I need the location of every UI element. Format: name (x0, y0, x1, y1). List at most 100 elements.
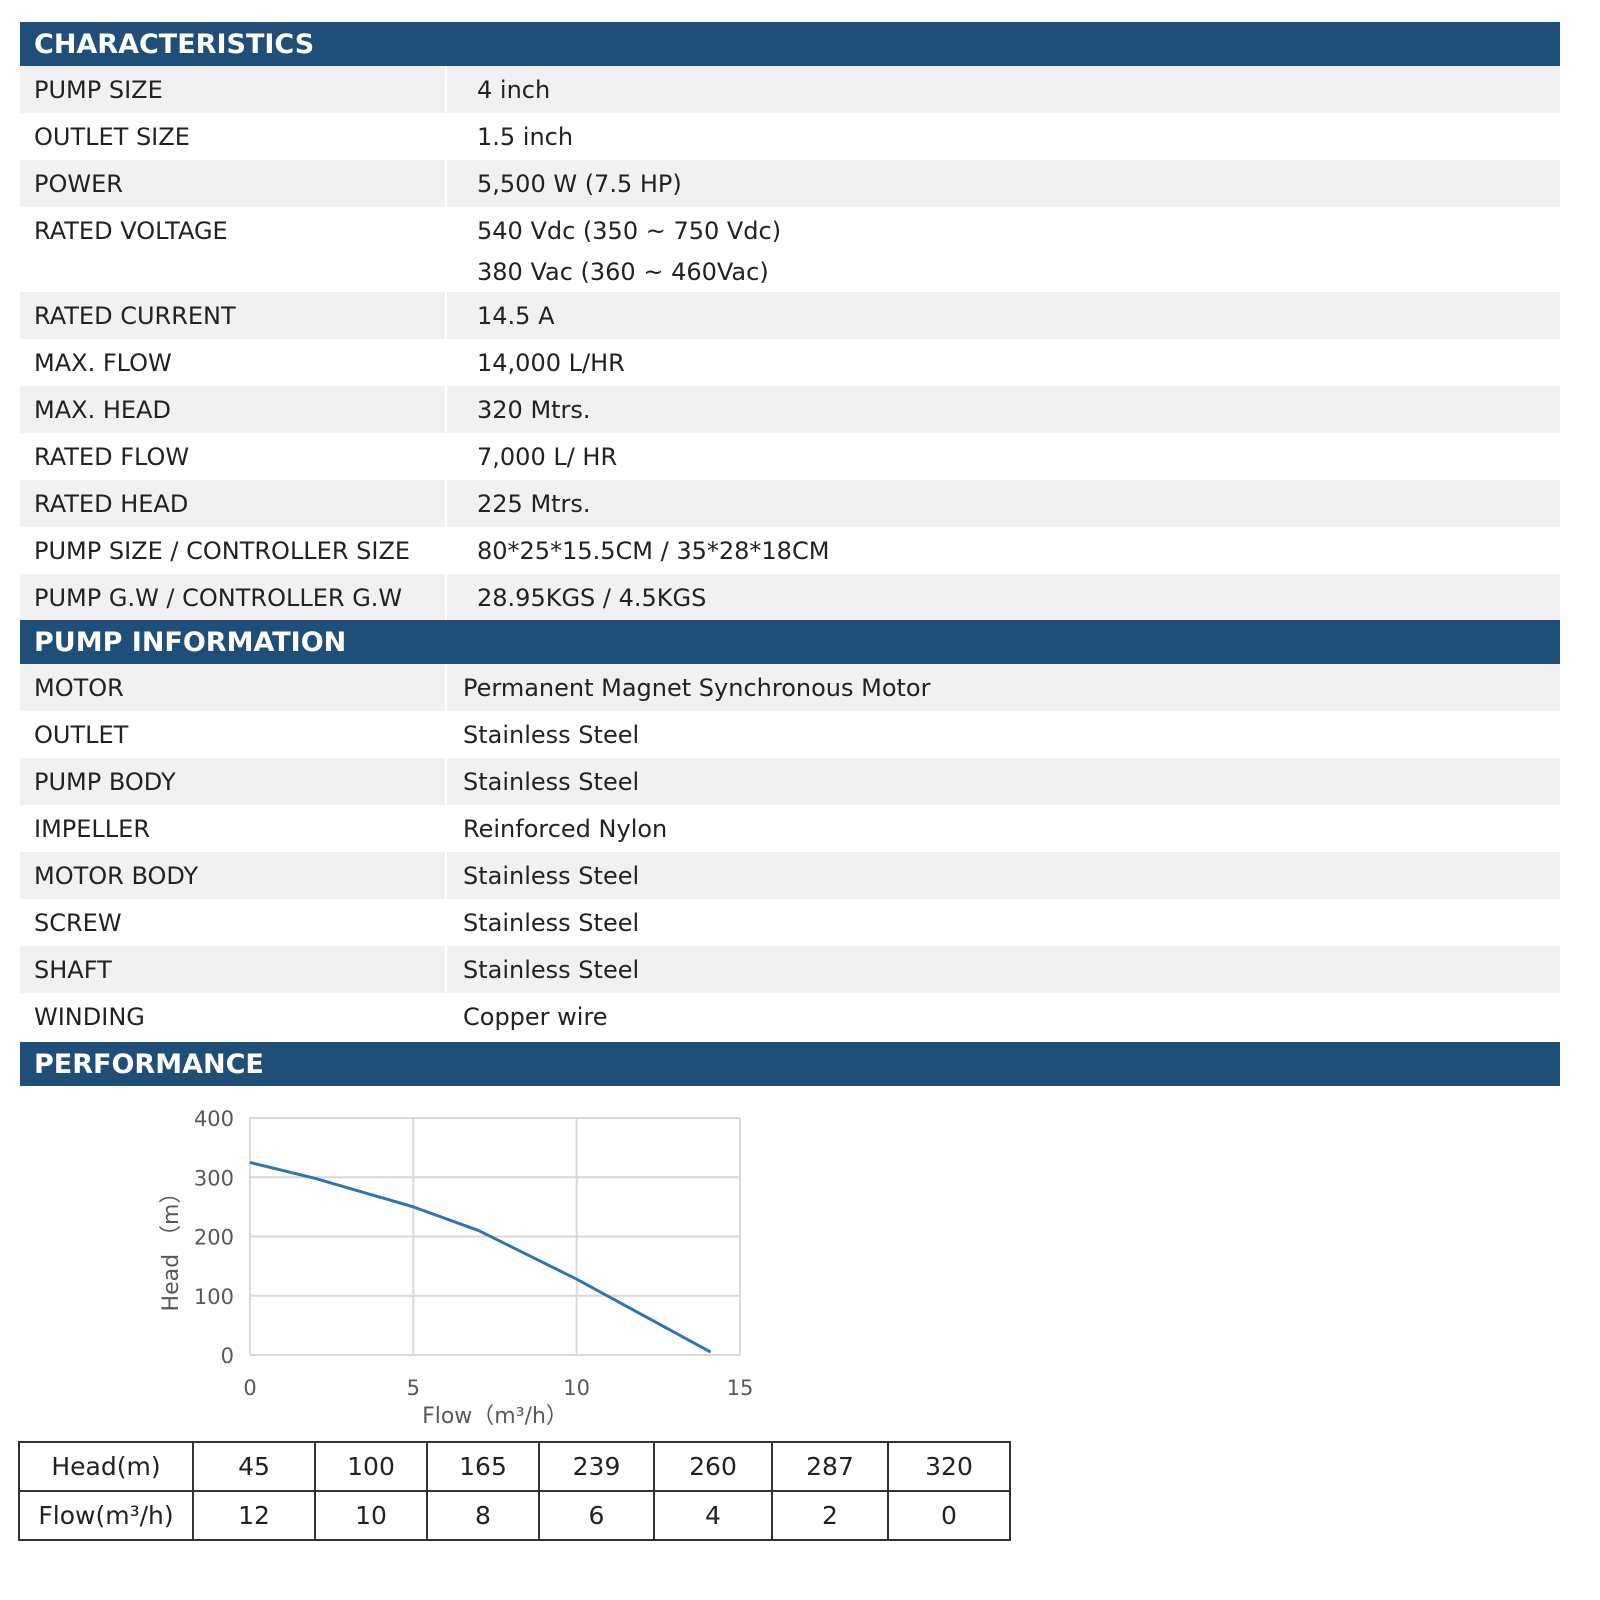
row-value: Stainless Steel (447, 946, 1560, 993)
row-label: OUTLET (20, 711, 447, 758)
value-text: Permanent Magnet Synchronous Motor (463, 674, 931, 702)
row-label: RATED FLOW (20, 433, 447, 480)
row-label: RATED HEAD (20, 480, 447, 527)
performance-header: PERFORMANCE (20, 1042, 1560, 1086)
row-label: PUMP SIZE / CONTROLLER SIZE (20, 527, 447, 574)
row-label: RATED CURRENT (20, 292, 447, 339)
value-text: 4 inch (477, 76, 551, 104)
row-value: 80*25*15.5CM / 35*28*18CM (447, 521, 1560, 574)
head-cell: 100 (314, 1441, 428, 1492)
flow-cell: 2 (771, 1490, 889, 1541)
value-text: Stainless Steel (463, 909, 640, 937)
table-row: POWER 5,500 W (7.5 HP) (20, 160, 1560, 207)
table-row: WINDING Copper wire (20, 993, 1560, 1042)
table-row: MOTOR BODY Stainless Steel (20, 852, 1560, 899)
table-row: PUMP SIZE / CONTROLLER SIZE 80*25*15.5CM … (20, 527, 1560, 574)
table-row: OUTLET Stainless Steel (20, 711, 1560, 758)
table-row: MAX. HEAD 320 Mtrs. (20, 386, 1560, 433)
head-cell: 287 (771, 1441, 889, 1492)
table-row: SCREW Stainless Steel (20, 899, 1560, 946)
value-text: 14,000 L/HR (477, 349, 625, 377)
table-row: RATED CURRENT 14.5 A (20, 292, 1560, 339)
row-value: Permanent Magnet Synchronous Motor (447, 664, 1560, 711)
row-value: Stainless Steel (447, 899, 1560, 946)
row-label: PUMP G.W / CONTROLLER G.W (20, 574, 447, 620)
value-text: Stainless Steel (463, 721, 640, 749)
table-row-head: Head(m) 45 100 165 239 260 287 320 (18, 1441, 1011, 1492)
table-row: SHAFT Stainless Steel (20, 946, 1560, 993)
value-text: 320 Mtrs. (477, 396, 591, 424)
table-row: RATED HEAD 225 Mtrs. (20, 480, 1560, 527)
head-cell: 260 (653, 1441, 773, 1492)
table-row-flow: Flow(m³/h) 12 10 8 6 4 2 0 (18, 1490, 1011, 1541)
y-tick-label: 100 (194, 1285, 234, 1309)
x-tick-label: 0 (243, 1376, 256, 1400)
row-value: 1.5 inch (447, 107, 1560, 160)
row-label: WINDING (20, 993, 447, 1042)
table-row: OUTLET SIZE 1.5 inch (20, 113, 1560, 160)
row-label: MAX. HEAD (20, 386, 447, 433)
row-value: Stainless Steel (447, 852, 1560, 899)
value-text: 28.95KGS / 4.5KGS (477, 584, 707, 612)
series-line-head (249, 1160, 712, 1354)
row-label: SHAFT (20, 946, 447, 993)
section-title: PUMP INFORMATION (34, 626, 347, 658)
y-tick-label: 400 (194, 1107, 234, 1131)
section-title: PERFORMANCE (34, 1048, 264, 1080)
table-row: IMPELLER Reinforced Nylon (20, 805, 1560, 852)
performance-chart: 0 100 200 300 400 0 5 10 15 Flow（m³/h） Head （m） (159, 1107, 754, 1429)
value-text: 80*25*15.5CM / 35*28*18CM (477, 537, 830, 565)
row-label: MOTOR (20, 664, 447, 711)
flow-cell: 4 (653, 1490, 773, 1541)
row-value: 14,000 L/HR (447, 333, 1560, 386)
flow-cell: 8 (426, 1490, 540, 1541)
x-axis-label: Flow（m³/h） (422, 1404, 568, 1429)
value-text: 1.5 inch (477, 123, 574, 151)
value-text: 14.5 A (477, 302, 555, 330)
flow-cell: 6 (538, 1490, 655, 1541)
characteristics-header: CHARACTERISTICS (20, 22, 1560, 66)
row-label: IMPELLER (20, 805, 447, 852)
row-label: OUTLET SIZE (20, 113, 447, 160)
x-tick-label: 5 (407, 1376, 420, 1400)
value-text: 225 Mtrs. (477, 490, 591, 518)
flow-cell: 10 (314, 1490, 428, 1541)
value-text: 7,000 L/ HR (477, 443, 618, 471)
row-value: 320 Mtrs. (447, 380, 1560, 433)
y-tick-label: 0 (221, 1344, 234, 1368)
row-value: Stainless Steel (447, 758, 1560, 805)
value-text: 5,500 W (7.5 HP) (477, 170, 682, 198)
row-label: RATED VOLTAGE (20, 207, 447, 292)
table-row: RATED VOLTAGE 540 Vdc (350 ~ 750 Vdc) 380 … (20, 207, 1560, 292)
row-value: 14.5 A (447, 286, 1560, 339)
x-tick-label: 10 (563, 1376, 590, 1400)
row-value: 225 Mtrs. (447, 474, 1560, 527)
y-axis-label: Head （m） (159, 1182, 184, 1312)
table-row: PUMP G.W / CONTROLLER G.W 28.95KGS / 4.5K… (20, 574, 1560, 620)
section-title: CHARACTERISTICS (34, 28, 315, 60)
head-cell: 239 (538, 1441, 655, 1492)
row-value: 28.95KGS / 4.5KGS (447, 568, 1560, 620)
value-text: Copper wire (463, 1003, 608, 1031)
value-text: Stainless Steel (463, 956, 640, 984)
head-cell: 165 (426, 1441, 540, 1492)
x-tick-label: 15 (727, 1376, 754, 1400)
row-value: 540 Vdc (350 ~ 750 Vdc) 380 Vac (360 ~ 46… (447, 201, 1560, 292)
row-value: Stainless Steel (447, 711, 1560, 758)
head-cell: 320 (887, 1441, 1011, 1492)
value-text: Stainless Steel (463, 862, 640, 890)
row-label: PUMP BODY (20, 758, 447, 805)
performance-table: Head(m) 45 100 165 239 260 287 320 Flow(m³/h) 12… (18, 1441, 1011, 1541)
value-text: Stainless Steel (463, 768, 640, 796)
row-value: 4 inch (447, 60, 1560, 113)
pump-information-header: PUMP INFORMATION (20, 620, 1560, 664)
row-value: 5,500 W (7.5 HP) (447, 154, 1560, 207)
y-tick-label: 300 (194, 1166, 234, 1190)
row-label: MOTOR BODY (20, 852, 447, 899)
head-cell: 45 (192, 1441, 316, 1492)
row-label: POWER (20, 160, 447, 207)
row-value: 7,000 L/ HR (447, 427, 1560, 480)
row-label: MAX. FLOW (20, 339, 447, 386)
table-row: MOTOR Permanent Magnet Synchronous Motor (20, 664, 1560, 711)
table-row: PUMP BODY Stainless Steel (20, 758, 1560, 805)
